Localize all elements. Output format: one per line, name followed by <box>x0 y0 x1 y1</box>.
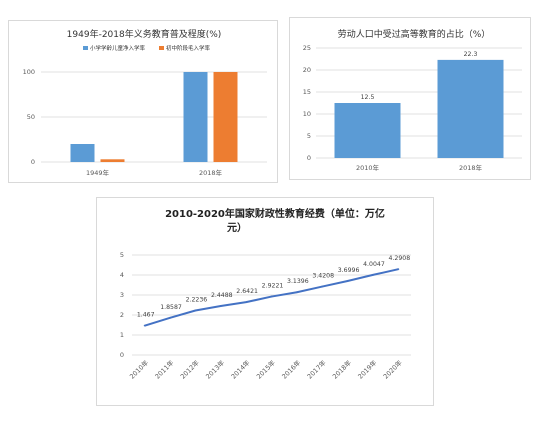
chart2-y-tick-label: 20 <box>303 66 311 74</box>
compulsory-education-chart: 1949年-2018年义务教育普及程度(%) 小学学龄儿童净入学率 初中阶段毛入… <box>23 28 267 177</box>
chart3-x-tick-label: 2010年 <box>127 358 150 381</box>
legend1-swatch-junior <box>159 46 164 50</box>
chart3-y-tick-label: 4 <box>120 271 124 279</box>
chart3-data-point <box>397 268 400 271</box>
chart3-data-label: 2.6421 <box>236 288 258 295</box>
chart3-y-tick-label: 5 <box>120 251 124 259</box>
education-funding-chart: 2010-2020年国家财政性教育经费（单位：万亿 元） 0 1 2 3 4 5 1.467… <box>120 207 411 381</box>
chart3-data-point <box>143 324 146 327</box>
chart3-data-label: 2.2236 <box>186 297 208 304</box>
chart3-data-label: 3.6996 <box>338 267 360 274</box>
chart3-y-tick-label: 2 <box>120 311 124 319</box>
chart1-bar <box>183 72 208 162</box>
chart3-data-point <box>245 301 248 304</box>
chart3-data-label: 3.4208 <box>312 273 334 280</box>
chart1-y-tick-label: 50 <box>27 113 35 121</box>
chart3-data-point <box>321 285 324 288</box>
legend1-label-junior: 初中阶段毛入学率 <box>166 44 211 52</box>
chart3-data-label: 3.1396 <box>287 278 309 285</box>
chart2-x-tick-label: 2018年 <box>459 163 483 172</box>
chart3-x-tick-label: 2016年 <box>280 358 303 381</box>
chart3-x-tick-label: 2020年 <box>381 358 404 381</box>
chart3-x-tick-label: 2011年 <box>153 358 176 381</box>
chart2-y-tick-label: 5 <box>307 132 311 140</box>
chart2-data-label: 12.5 <box>361 94 375 101</box>
legend1-swatch-primary <box>83 46 88 50</box>
chart2-y-tick-label: 25 <box>303 44 311 52</box>
chart1-y-tick-label: 100 <box>23 68 35 76</box>
chart3-data-point <box>169 316 171 319</box>
chart2-x-tick-label: 2010年 <box>356 163 380 172</box>
chart-panel-compulsory-education: 1949年-2018年义务教育普及程度(%) 小学学龄儿童净入学率 初中阶段毛入… <box>8 20 278 183</box>
chart1-x-tick-label: 2018年 <box>199 168 223 177</box>
chart2-bar <box>334 103 401 158</box>
chart3-y-tick-label: 1 <box>120 331 124 339</box>
chart3-data-point <box>295 291 298 294</box>
chart3-x-tick-label: 2019年 <box>356 358 379 381</box>
higher-education-chart: 劳动人口中受过高等教育的占比（%） 0 5 10 15 20 25 12.5 2010年 22.… <box>303 28 522 172</box>
chart1-bar <box>70 144 95 162</box>
chart3-data-label: 1.467 <box>137 312 155 319</box>
chart3-x-tick-label: 2014年 <box>229 358 252 381</box>
chart3-data-point <box>194 309 197 312</box>
chart1-bar <box>213 72 238 162</box>
chart3-title-line2: 元） <box>227 221 247 234</box>
chart3-x-tick-label: 2018年 <box>330 358 353 381</box>
chart1-bar <box>100 159 125 162</box>
chart2-y-tick-label: 0 <box>307 154 311 162</box>
chart1-y-tick-label: 0 <box>31 158 35 166</box>
chart3-x-tick-label: 2015年 <box>254 358 277 381</box>
chart2-title: 劳动人口中受过高等教育的占比（%） <box>338 28 491 40</box>
chart3-data-label: 1.8587 <box>160 304 182 311</box>
chart3-data-label: 4.2908 <box>388 255 410 262</box>
chart2-data-label: 22.3 <box>464 51 478 58</box>
chart2-bar <box>437 59 504 158</box>
chart2-y-tick-label: 15 <box>303 88 311 96</box>
chart3-x-tick-label: 2017年 <box>305 358 328 381</box>
chart3-data-label: 2.9221 <box>262 283 284 290</box>
legend1-label-primary: 小学学龄儿童净入学率 <box>90 44 146 52</box>
chart3-data-label: 4.0047 <box>363 261 385 268</box>
chart3-data-point <box>219 305 222 307</box>
chart3-y-tick-label: 3 <box>120 291 124 299</box>
chart3-y-tick-label: 0 <box>120 351 124 359</box>
chart2-y-tick-label: 10 <box>303 110 311 118</box>
chart3-x-tick-label: 2013年 <box>204 358 227 381</box>
chart-panel-higher-education: 劳动人口中受过高等教育的占比（%） 0 5 10 15 20 25 12.5 2010年 22.… <box>289 17 531 180</box>
chart3-title-line1: 2010-2020年国家财政性教育经费（单位：万亿 <box>165 207 385 220</box>
chart3-data-label: 2.4488 <box>211 292 233 299</box>
chart3-data-point <box>270 295 273 298</box>
chart1-title: 1949年-2018年义务教育普及程度(%) <box>67 28 222 40</box>
chart3-data-point <box>346 280 349 282</box>
chart3-data-point <box>372 274 374 276</box>
chart1-x-tick-label: 1949年 <box>86 168 110 177</box>
chart3-x-tick-label: 2012年 <box>178 358 201 381</box>
chart-panel-education-funding: 2010-2020年国家财政性教育经费（单位：万亿 元） 0 1 2 3 4 5 1.467… <box>96 197 434 406</box>
